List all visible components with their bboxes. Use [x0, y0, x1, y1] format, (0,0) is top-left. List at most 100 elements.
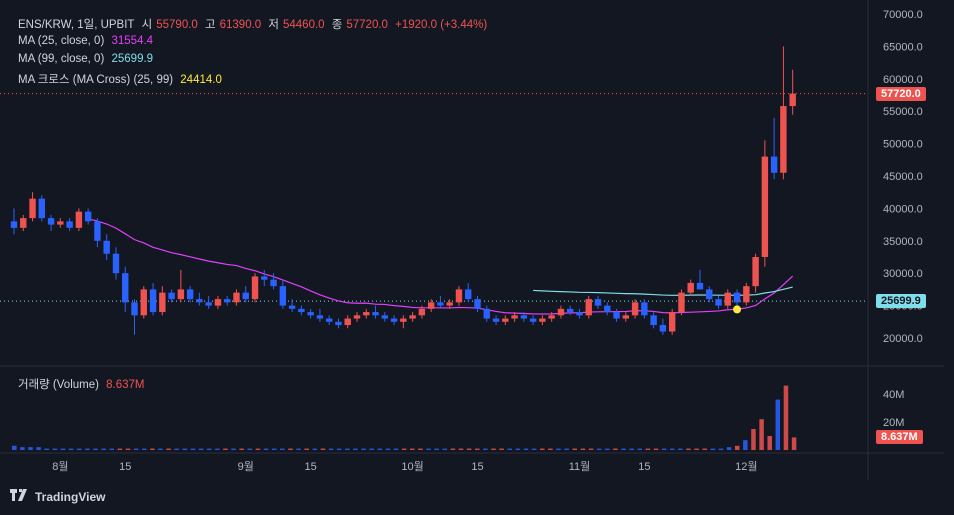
time-tick-label: 15	[638, 461, 650, 473]
candle-body	[687, 282, 694, 293]
volume-label: 거래량 (Volume)	[18, 379, 99, 391]
volume-bar	[507, 448, 513, 450]
candle-body	[418, 308, 426, 316]
time-tick-label: 15	[119, 461, 131, 473]
volume-bar	[117, 448, 123, 450]
volume-bar	[515, 448, 521, 450]
volume-bar	[653, 448, 659, 450]
candle-body	[372, 312, 379, 316]
volume-bar	[401, 448, 407, 450]
candle-body	[437, 302, 444, 306]
price-tick-label: 60000.0	[883, 74, 923, 86]
ma-cross-legend[interactable]: MA 크로스 (MA Cross) (25, 99) 24414.0	[18, 71, 226, 87]
volume-bar	[718, 448, 724, 450]
candle-body	[770, 156, 778, 173]
candle-body	[84, 211, 92, 222]
volume-bar	[377, 448, 383, 450]
volume-bar	[182, 448, 188, 450]
tradingview-logo[interactable]: TradingView	[10, 489, 105, 504]
volume-bar	[141, 448, 147, 450]
candle-body	[344, 318, 351, 326]
ma99-path	[533, 286, 793, 296]
volume-bar	[759, 419, 764, 450]
ma25-legend[interactable]: MA (25, close, 0) 31554.4	[18, 35, 157, 47]
candle-body	[650, 315, 657, 326]
volume-bar	[288, 448, 293, 450]
candle-body	[409, 315, 416, 319]
candle-body	[288, 305, 296, 309]
volume-bar	[483, 448, 488, 450]
volume-bar	[604, 448, 610, 450]
candle-body	[57, 221, 64, 225]
volume-bar	[133, 448, 139, 450]
candle-body	[149, 289, 157, 313]
volume-bar	[125, 448, 131, 450]
open-label: 시	[141, 19, 153, 31]
axes: 70000.0 65000.0 60000.0 55000.0 50000.0 45000…	[52, 9, 923, 473]
candle-body	[10, 221, 18, 228]
volume-bar	[783, 385, 789, 450]
volume-bar	[174, 448, 179, 450]
candle-body	[29, 198, 36, 219]
ma-cross-value: 24414.0	[180, 74, 222, 86]
volume-bar	[661, 448, 667, 450]
volume-bar	[767, 436, 772, 450]
volume-bar	[613, 448, 618, 450]
time-tick-label: 9월	[238, 460, 254, 473]
ma99-line	[533, 286, 793, 296]
price-tick-label: 70000.0	[883, 9, 923, 21]
candle-body	[196, 299, 203, 303]
time-tick-label: 11월	[569, 460, 591, 473]
volume-legend[interactable]: 거래량 (Volume) 8.637M	[18, 376, 149, 392]
volume-bar	[637, 448, 642, 450]
volume-bar	[393, 448, 399, 450]
candle-body	[400, 318, 407, 322]
volume-bar	[556, 448, 561, 450]
candle-body	[529, 318, 537, 322]
candle-body	[511, 315, 518, 319]
candle-body	[585, 299, 592, 316]
brand-name: TradingView	[35, 489, 106, 504]
volume-bar	[336, 448, 342, 450]
volume-bar	[434, 448, 439, 450]
volume-tick-label: 20M	[883, 417, 904, 429]
candle-body	[251, 276, 259, 300]
volume-bar	[775, 399, 781, 450]
volume-bar	[726, 447, 732, 450]
candle-body	[177, 289, 185, 300]
ma99-legend[interactable]: MA (99, close, 0) 25699.9	[18, 53, 157, 65]
change-value: +1920.0 (+3.44%)	[395, 19, 488, 31]
volume-bar	[531, 448, 537, 450]
volume-bar	[743, 440, 748, 450]
time-tick-label: 10월	[401, 460, 423, 473]
candle-body	[474, 299, 481, 309]
volume-bar	[304, 448, 309, 450]
ma99-value: 25699.9	[111, 53, 154, 65]
volume-bar	[231, 448, 236, 450]
volume-bar	[76, 448, 82, 450]
candle-body	[224, 299, 231, 303]
candle-body	[567, 308, 574, 313]
volume-bar	[694, 448, 699, 450]
ma99-label: MA (99, close, 0)	[18, 53, 105, 65]
candle-body	[594, 299, 602, 306]
volume-bar	[247, 448, 253, 450]
volume-bar	[68, 448, 74, 450]
price-chart[interactable]: 70000.0 65000.0 60000.0 55000.0 50000.0 45000…	[0, 0, 954, 480]
volume-bar	[450, 448, 456, 450]
volume-bar	[158, 448, 163, 450]
price-tick-label: 30000.0	[883, 268, 923, 280]
candle-body	[465, 289, 472, 300]
candle-body	[261, 276, 268, 280]
volume-bar	[353, 448, 358, 450]
volume-bar	[93, 448, 98, 450]
candle-body	[214, 299, 222, 306]
volume-bar	[271, 448, 277, 450]
candle-body	[242, 292, 249, 300]
candle-body	[659, 325, 667, 332]
volume-bar	[385, 448, 391, 450]
candle-body	[38, 198, 46, 219]
volume-bar	[442, 448, 448, 450]
candle-body	[502, 318, 509, 322]
